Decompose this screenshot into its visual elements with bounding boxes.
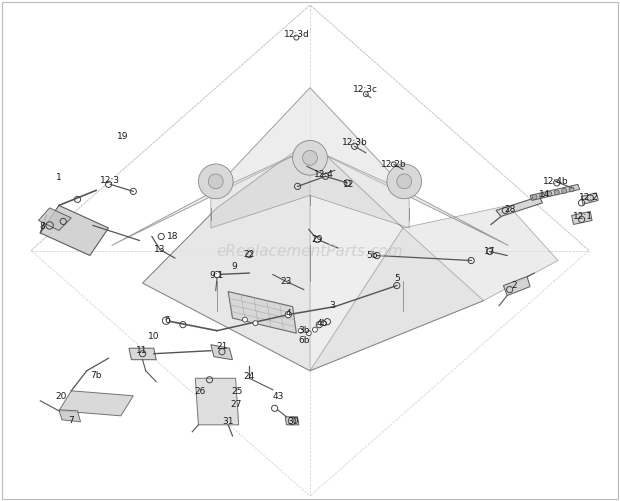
Polygon shape — [143, 140, 310, 371]
Polygon shape — [143, 140, 484, 371]
Text: 21: 21 — [216, 342, 228, 351]
Circle shape — [306, 331, 311, 336]
Polygon shape — [572, 211, 592, 224]
Polygon shape — [211, 148, 409, 228]
Text: 6b: 6b — [298, 336, 309, 345]
Text: 27: 27 — [230, 400, 241, 409]
Circle shape — [253, 321, 258, 326]
Text: 9:1: 9:1 — [210, 271, 224, 280]
Text: 31: 31 — [223, 417, 234, 426]
Polygon shape — [496, 196, 542, 216]
Text: 12:4: 12:4 — [314, 170, 334, 179]
Text: 3b: 3b — [298, 326, 309, 335]
Circle shape — [314, 236, 321, 242]
Text: 5b: 5b — [366, 251, 378, 260]
Text: 12: 12 — [343, 180, 354, 189]
Text: 30: 30 — [287, 417, 298, 426]
Text: 10: 10 — [148, 332, 159, 341]
Text: 8: 8 — [39, 222, 45, 231]
Circle shape — [298, 328, 303, 333]
Text: 14: 14 — [539, 190, 550, 199]
Circle shape — [539, 193, 544, 198]
Circle shape — [387, 164, 422, 199]
Circle shape — [162, 317, 170, 324]
Circle shape — [285, 312, 291, 318]
Circle shape — [569, 187, 574, 192]
Polygon shape — [129, 348, 156, 360]
Circle shape — [554, 190, 559, 195]
Text: 12:1: 12:1 — [573, 212, 593, 221]
Polygon shape — [530, 184, 580, 200]
Text: 29: 29 — [312, 235, 323, 244]
Text: 12:4b: 12:4b — [542, 177, 569, 186]
Text: 2: 2 — [512, 281, 518, 290]
Circle shape — [312, 327, 317, 332]
Text: 12:3b: 12:3b — [342, 138, 368, 147]
Polygon shape — [582, 193, 598, 204]
Text: 6: 6 — [164, 316, 171, 325]
Text: 12:3: 12:3 — [100, 176, 120, 185]
Text: 4b: 4b — [317, 319, 328, 328]
Polygon shape — [211, 345, 232, 360]
Circle shape — [321, 321, 326, 326]
Text: 20: 20 — [55, 392, 66, 401]
Text: 26: 26 — [194, 387, 205, 396]
Text: 12:3c: 12:3c — [353, 85, 378, 94]
Polygon shape — [38, 208, 71, 230]
Polygon shape — [195, 378, 239, 425]
Text: 5: 5 — [394, 274, 400, 283]
Text: 11: 11 — [136, 346, 147, 355]
Polygon shape — [503, 277, 530, 296]
Circle shape — [303, 150, 317, 165]
Circle shape — [198, 164, 233, 199]
Text: 17: 17 — [484, 247, 495, 256]
Text: eReplacementParts.com: eReplacementParts.com — [216, 244, 404, 259]
Polygon shape — [228, 292, 296, 333]
Text: 19: 19 — [117, 132, 128, 141]
Circle shape — [214, 272, 220, 278]
Text: 25: 25 — [231, 387, 242, 396]
Text: 12:2b: 12:2b — [381, 160, 407, 169]
Circle shape — [397, 174, 412, 189]
Text: 4: 4 — [285, 309, 291, 318]
Polygon shape — [310, 205, 558, 371]
Text: 13: 13 — [154, 245, 166, 254]
Text: 28: 28 — [504, 205, 515, 214]
Text: 9: 9 — [231, 262, 237, 271]
Text: 24: 24 — [244, 372, 255, 381]
Text: 12:2: 12:2 — [579, 193, 599, 202]
Text: 43: 43 — [272, 392, 283, 401]
Text: 22: 22 — [244, 250, 255, 259]
Polygon shape — [40, 205, 108, 256]
Text: 3: 3 — [329, 301, 335, 310]
Text: 7: 7 — [68, 416, 74, 425]
Circle shape — [242, 317, 247, 322]
Text: 1: 1 — [56, 173, 62, 182]
Text: 7b: 7b — [91, 371, 102, 380]
Circle shape — [208, 174, 223, 189]
Polygon shape — [59, 410, 81, 422]
Text: 12:3d: 12:3d — [283, 30, 309, 39]
Circle shape — [562, 188, 567, 193]
Text: 23: 23 — [281, 277, 292, 286]
Polygon shape — [285, 417, 299, 425]
Polygon shape — [59, 391, 133, 416]
Circle shape — [293, 140, 327, 175]
Circle shape — [532, 194, 537, 199]
Polygon shape — [112, 88, 508, 245]
Circle shape — [547, 191, 552, 196]
Text: 18: 18 — [167, 232, 178, 241]
